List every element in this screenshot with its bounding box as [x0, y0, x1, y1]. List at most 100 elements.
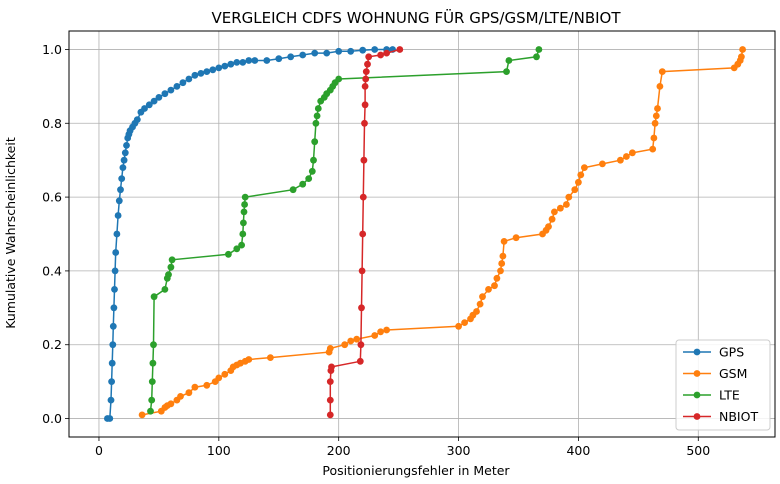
y-axis-label: Kumulative Wahrscheinlichkeit: [3, 137, 18, 329]
data-point-gps: [173, 83, 181, 90]
data-point-nbiot: [358, 304, 365, 312]
data-point-gps: [203, 68, 211, 75]
data-point-gsm: [491, 282, 498, 290]
data-point-gsm: [353, 335, 361, 343]
data-point-gsm: [498, 260, 506, 267]
data-point-gsm: [499, 252, 507, 260]
data-point-gps: [197, 70, 205, 77]
data-point-gps: [191, 71, 199, 79]
data-point-gsm: [383, 326, 390, 334]
data-point-nbiot: [356, 357, 364, 365]
data-point-gsm: [245, 356, 253, 363]
data-point-lte: [535, 46, 543, 53]
data-point-nbiot: [358, 267, 366, 275]
data-point-gps: [155, 94, 163, 101]
data-point-gps: [287, 53, 295, 61]
data-point-gsm: [476, 300, 484, 308]
data-point-gps: [209, 66, 217, 74]
data-point-gps: [145, 101, 153, 109]
data-point-gsm: [650, 134, 658, 142]
data-point-gps: [167, 86, 175, 94]
data-point-nbiot: [364, 60, 371, 68]
data-point-gsm: [479, 293, 486, 301]
data-point-gsm: [371, 332, 379, 339]
grid: [69, 31, 775, 437]
data-point-gsm: [654, 105, 661, 112]
data-point-nbiot: [362, 75, 370, 83]
data-point-gsm: [500, 238, 508, 245]
data-point-lte: [168, 256, 176, 264]
plot-frame: [68, 30, 776, 438]
x-tick-label: 0: [95, 443, 103, 458]
data-point-gps: [359, 46, 367, 54]
data-point-gps: [275, 55, 283, 63]
data-point-gsm: [629, 149, 636, 157]
data-point-gsm: [738, 53, 745, 61]
data-point-lte: [150, 341, 157, 349]
data-point-lte: [148, 378, 156, 385]
data-point-gps: [118, 175, 126, 183]
data-point-gsm: [167, 400, 175, 408]
data-point-gsm: [649, 145, 657, 153]
data-point-nbiot: [359, 230, 367, 238]
data-point-gsm: [185, 389, 193, 397]
data-point-gps: [121, 149, 129, 157]
data-point-gps: [115, 197, 123, 205]
data-point-gps: [111, 267, 119, 275]
data-point-gps: [323, 49, 331, 57]
data-point-gsm: [551, 208, 558, 216]
data-point-lte: [533, 53, 540, 61]
data-point-lte: [310, 156, 317, 164]
y-tick-label: 0.0: [42, 411, 62, 426]
data-point-gsm: [191, 383, 199, 391]
data-point-gps: [108, 378, 115, 385]
legend: GPS GSM LTE NBIOT: [675, 339, 771, 431]
data-point-lte: [313, 112, 321, 120]
series-gsm: [138, 46, 746, 419]
data-point-lte: [161, 286, 169, 293]
data-point-gsm: [581, 164, 588, 172]
data-point-gsm: [473, 308, 480, 315]
legend-label-lte: LTE: [719, 388, 740, 403]
data-point-nbiot: [365, 53, 373, 61]
data-point-lte: [148, 396, 156, 404]
data-point-gps: [110, 304, 118, 312]
data-point-gsm: [652, 112, 660, 120]
data-point-gsm: [267, 354, 274, 361]
x-tick-label: 300: [447, 443, 471, 458]
data-point-nbiot: [328, 363, 335, 371]
data-point-gps: [111, 286, 118, 293]
data-point-nbiot: [396, 46, 404, 53]
data-point-gsm: [577, 171, 585, 179]
data-point-gps: [119, 164, 127, 172]
data-point-lte: [311, 138, 319, 146]
data-point-gsm: [617, 156, 624, 164]
data-point-lte: [308, 167, 316, 175]
legend-marker-gsm: [693, 370, 701, 377]
data-point-lte: [167, 263, 175, 271]
data-point-gsm: [651, 119, 659, 127]
data-point-gsm: [326, 345, 334, 352]
data-point-gps: [347, 47, 355, 55]
data-point-lte: [225, 250, 232, 258]
data-point-gps: [117, 186, 124, 194]
data-point-lte: [233, 245, 241, 253]
data-point-nbiot: [361, 101, 369, 109]
data-point-gsm: [623, 153, 630, 160]
data-point-gsm: [177, 393, 184, 400]
data-point-gsm: [485, 286, 492, 293]
data-point-gsm: [138, 411, 146, 419]
data-point-lte: [165, 271, 172, 278]
data-point-gsm: [512, 234, 520, 242]
data-point-lte: [241, 201, 249, 208]
data-point-gps: [251, 57, 259, 64]
data-point-nbiot: [362, 68, 370, 75]
x-tick-label: 400: [566, 443, 590, 458]
data-point-nbiot: [383, 49, 390, 57]
series-lte: [147, 46, 543, 415]
data-point-gps: [245, 57, 253, 64]
data-point-lte: [503, 68, 510, 75]
x-tick-label: 500: [686, 443, 710, 458]
data-point-lte: [240, 208, 248, 216]
